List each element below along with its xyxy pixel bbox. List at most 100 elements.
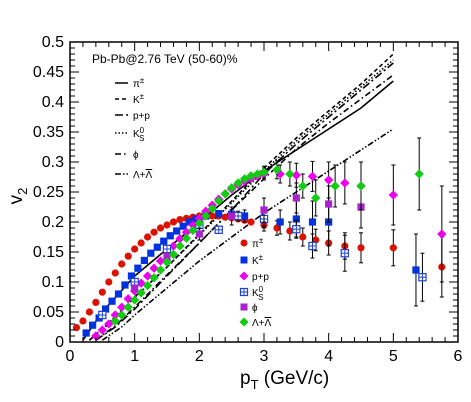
- x-tick-label: 5: [389, 348, 398, 365]
- data-point: [247, 218, 255, 226]
- data-series: [72, 137, 447, 341]
- series-group: [82, 197, 420, 337]
- data-point: [260, 206, 268, 214]
- y-axis-label: v2: [6, 188, 30, 205]
- y-tick-label: 0.1: [42, 274, 64, 291]
- points-legend-entry: p+p: [239, 271, 269, 283]
- data-point: [307, 171, 318, 182]
- data-point: [220, 189, 230, 199]
- data-point: [92, 298, 100, 306]
- y-tick-label: 0.25: [33, 184, 64, 201]
- data-point: [437, 229, 447, 239]
- points-legend-entry: π±: [240, 236, 264, 250]
- points-legend-entry: ϕ: [240, 303, 258, 314]
- data-point: [155, 256, 166, 266]
- curve-legend-label: Λ+Λ: [133, 170, 153, 181]
- x-tick-label: 3: [260, 348, 269, 365]
- series-group: [110, 137, 424, 326]
- data-point: [311, 193, 321, 203]
- data-point: [160, 237, 168, 245]
- data-point: [325, 200, 333, 208]
- data-point: [252, 169, 263, 179]
- curve-legend-label: K±: [133, 92, 145, 106]
- data-point: [175, 241, 185, 251]
- data-point: [121, 281, 129, 289]
- data-point: [153, 243, 161, 251]
- data-point: [118, 260, 126, 268]
- curve-line: [101, 128, 394, 341]
- data-point: [195, 230, 203, 238]
- x-tick-label: 2: [195, 348, 204, 365]
- legend-label-base: K: [252, 256, 259, 267]
- curve-legend-entry: K±: [115, 92, 145, 106]
- data-point: [221, 213, 229, 221]
- data-point: [108, 297, 116, 305]
- data-point: [226, 183, 237, 193]
- curve-legend-label: p+p: [133, 111, 150, 122]
- data-point: [175, 234, 185, 244]
- points-legend-label: Λ+Λ: [252, 318, 272, 329]
- points-legend-entry: Λ+Λ: [239, 317, 272, 329]
- data-point: [173, 227, 181, 235]
- data-point: [117, 302, 127, 312]
- data-point: [414, 169, 424, 179]
- legend-label-base: Λ+: [133, 170, 146, 181]
- curve-legend: π±K±p+pK0 SϕΛ+Λ: [115, 76, 153, 181]
- data-point: [215, 210, 223, 218]
- data-point: [228, 212, 236, 220]
- data-point: [214, 196, 224, 206]
- data-point: [134, 264, 142, 272]
- points-legend-label: K±: [252, 253, 264, 267]
- data-point: [291, 170, 302, 180]
- curve-legend-entry: π±: [115, 76, 145, 90]
- data-point: [104, 319, 114, 329]
- points-legend-marker: [240, 239, 248, 247]
- data-point: [110, 310, 120, 320]
- data-point: [188, 225, 198, 236]
- y-tick-label: 0.3: [42, 154, 64, 171]
- data-point: [131, 284, 139, 292]
- data-point: [123, 302, 133, 312]
- data-point: [147, 249, 155, 257]
- y-tick-label: 0: [55, 334, 64, 351]
- data-point: [233, 178, 243, 188]
- data-point: [194, 213, 205, 224]
- data-point: [140, 256, 148, 264]
- points-legend-entry: K0 S: [239, 285, 264, 302]
- data-point: [259, 167, 269, 177]
- legend-label-sup: 0: [259, 285, 264, 294]
- legend-label-base: π: [252, 239, 259, 250]
- data-point: [312, 236, 320, 244]
- legend-label-base: K: [133, 95, 140, 106]
- data-point: [181, 227, 192, 237]
- x-tick-label: 1: [130, 348, 139, 365]
- data-point: [162, 257, 172, 267]
- data-point: [356, 181, 366, 191]
- data-point: [105, 278, 113, 286]
- data-point: [111, 269, 119, 277]
- x-axis-label-sub: T: [251, 377, 259, 392]
- y-tick-label: 0.05: [33, 304, 64, 321]
- curve-legend-entry: ϕ: [115, 150, 139, 161]
- x-tick-label: 6: [454, 348, 463, 365]
- x-tick-label: 0: [66, 348, 75, 365]
- legend-label-bar: Λ: [265, 318, 272, 329]
- y-tick-label: 0.2: [42, 214, 64, 231]
- points-legend-marker: [240, 256, 248, 264]
- data-point: [273, 224, 281, 232]
- legend-label-sup: 0: [140, 126, 145, 135]
- axis-ticks: 0 1 2 3 4 5 6 0 0.05 0.1 0.15 0.2 0.25 0.3 0.35 0.4 0.45…: [33, 34, 463, 365]
- data-point: [131, 245, 139, 253]
- data-point: [91, 331, 101, 341]
- x-tick-label: 4: [324, 348, 333, 365]
- data-point: [298, 181, 308, 191]
- data-point: [176, 216, 184, 224]
- y-tick-label: 0.15: [33, 244, 64, 261]
- data-point: [299, 233, 307, 241]
- data-point: [149, 263, 159, 273]
- legend-label-base: K: [133, 129, 140, 140]
- chart-annotation: Pb-Pb@2.76 TeV (50-60)%: [92, 52, 238, 66]
- data-point: [72, 324, 81, 332]
